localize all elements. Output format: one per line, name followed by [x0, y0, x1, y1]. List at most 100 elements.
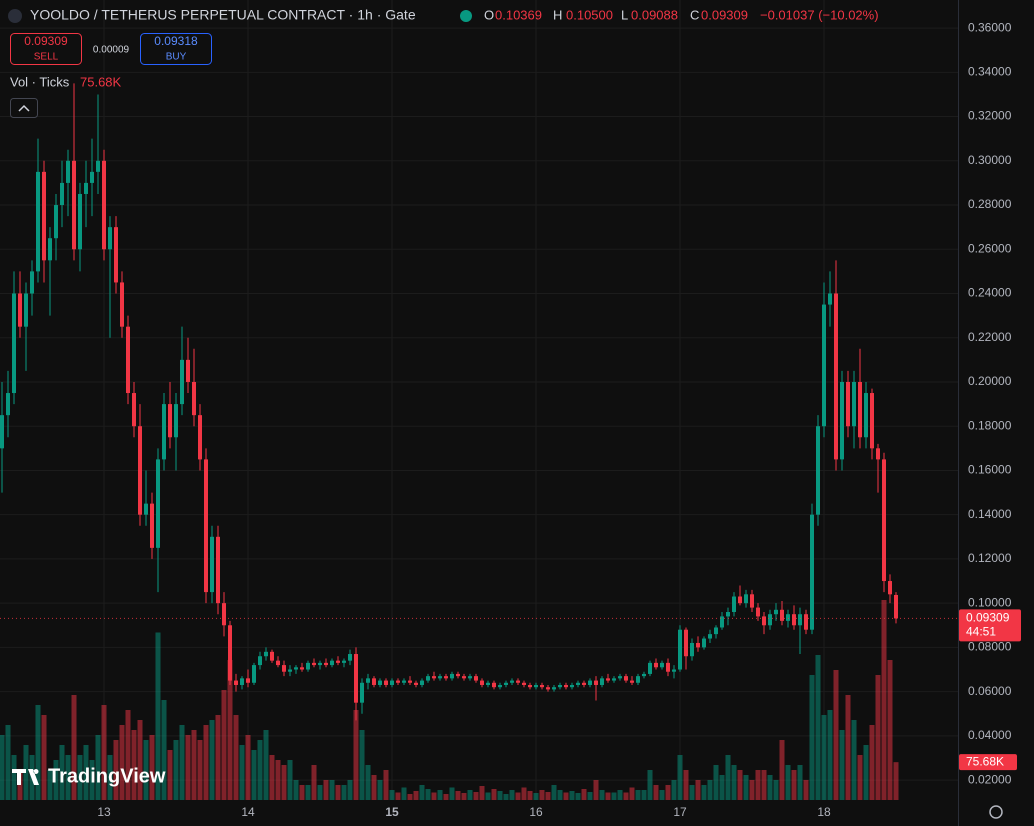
candle-body: [594, 680, 598, 685]
candle-body: [372, 678, 376, 685]
y-tick-label: 0.20000: [968, 374, 1012, 388]
candle-body: [450, 673, 454, 679]
candle-body: [174, 404, 178, 438]
volume-bar: [263, 730, 269, 800]
volume-bar: [515, 792, 521, 800]
volume-bar: [503, 794, 509, 800]
candle-body: [402, 680, 406, 683]
candle-body: [768, 614, 772, 626]
x-tick-label: 17: [673, 805, 687, 819]
candle-body: [672, 669, 676, 672]
candle-body: [132, 393, 136, 427]
volume-bar: [617, 790, 623, 800]
candle-body: [534, 684, 538, 688]
candle-body: [576, 682, 580, 685]
candle-body: [552, 687, 556, 690]
volume-bar: [527, 791, 533, 800]
volume-bar: [443, 794, 449, 800]
ohlc-label: H: [553, 7, 562, 22]
volume-bar: [191, 730, 197, 800]
collapse-icon: [18, 104, 30, 112]
candle-body: [468, 676, 472, 679]
candle-body: [270, 651, 274, 661]
candle-body: [120, 282, 124, 327]
volume-bar: [281, 765, 287, 800]
volume-bar: [239, 745, 245, 800]
volume-bar: [845, 695, 851, 800]
volume-bar: [455, 791, 461, 800]
volume-bar: [863, 745, 869, 800]
candle-body: [522, 682, 526, 685]
volume-bar: [683, 770, 689, 800]
candle-body: [216, 536, 220, 604]
candle-body: [888, 581, 892, 595]
candle-body: [624, 676, 628, 681]
candle-body: [240, 678, 244, 685]
candle-body: [474, 676, 478, 681]
volume-bar: [659, 790, 665, 800]
volume-bar: [473, 792, 479, 800]
settings-icon[interactable]: [989, 805, 1003, 819]
candle-body: [222, 603, 226, 626]
volume-bar: [803, 780, 809, 800]
y-tick-label: 0.32000: [968, 109, 1012, 123]
volume-bar: [449, 787, 455, 800]
collapse-button[interactable]: [10, 98, 38, 118]
candle-body: [678, 629, 682, 670]
candle-body: [462, 676, 466, 679]
candle-body: [528, 684, 532, 688]
y-tick-label: 0.26000: [968, 241, 1012, 255]
volume-bar: [377, 780, 383, 800]
volume-bar: [335, 785, 341, 800]
volume-bar: [887, 660, 893, 800]
volume-bar: [851, 720, 857, 800]
volume-bar: [797, 765, 803, 800]
candle-body: [156, 459, 160, 548]
candle-body: [762, 616, 766, 626]
volume-bar: [245, 735, 251, 800]
volume-bar: [11, 755, 17, 800]
volume-bar: [323, 780, 329, 800]
candle-body: [282, 665, 286, 672]
candle-body: [642, 673, 646, 677]
volume-bar: [143, 740, 149, 800]
ohlc-value: 0.10500: [566, 7, 613, 22]
candle-body: [276, 660, 280, 666]
volume-bar: [755, 770, 761, 800]
volume-bar: [773, 780, 779, 800]
candle-body: [750, 594, 754, 608]
volume-bar: [431, 792, 437, 800]
candle-body: [366, 678, 370, 683]
candle-body: [294, 667, 298, 670]
candle-body: [504, 682, 508, 685]
volume-bar: [167, 750, 173, 800]
volume-bar: [311, 765, 317, 800]
volume-bar: [407, 794, 413, 800]
volume-bar: [257, 740, 263, 800]
volume-bar: [689, 785, 695, 800]
y-tick-label: 0.18000: [968, 418, 1012, 432]
sell-button[interactable]: [10, 33, 82, 65]
candle-body: [564, 684, 568, 688]
buy-button[interactable]: [140, 33, 212, 65]
volume-bar: [629, 787, 635, 800]
candle-body: [654, 662, 658, 668]
volume-bar: [389, 790, 395, 800]
candle-body: [432, 676, 436, 679]
volume-bar: [203, 725, 209, 800]
volume-bar: [173, 740, 179, 800]
candle-body: [66, 160, 70, 183]
y-tick-label: 0.36000: [968, 20, 1012, 34]
candle-body: [798, 614, 802, 626]
volume-bar: [551, 785, 557, 800]
volume-bar: [599, 790, 605, 800]
volume-bar: [113, 740, 119, 800]
y-tick-label: 0.14000: [968, 507, 1012, 521]
volume-bar: [695, 780, 701, 800]
volume-bar: [719, 775, 725, 800]
candle-body: [234, 680, 238, 685]
volume-bar: [305, 785, 311, 800]
volume-bar: [71, 695, 77, 800]
volume-bar: [893, 762, 899, 800]
